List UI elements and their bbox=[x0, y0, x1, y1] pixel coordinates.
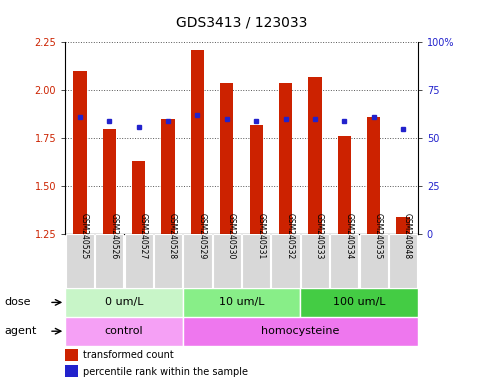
Text: homocysteine: homocysteine bbox=[261, 326, 340, 336]
Bar bbox=[367, 117, 380, 234]
Text: GSM240535: GSM240535 bbox=[374, 213, 383, 260]
Bar bbox=[184, 234, 212, 288]
Bar bbox=[95, 234, 123, 288]
Text: GSM240527: GSM240527 bbox=[139, 213, 148, 260]
Bar bbox=[330, 234, 358, 288]
Bar bbox=[389, 234, 417, 288]
Bar bbox=[65, 349, 78, 361]
Bar bbox=[397, 217, 410, 234]
Text: GSM240526: GSM240526 bbox=[109, 213, 118, 260]
Text: control: control bbox=[105, 326, 143, 336]
Bar bbox=[65, 317, 183, 346]
Bar bbox=[191, 50, 204, 234]
Text: GSM240532: GSM240532 bbox=[285, 213, 295, 260]
Bar bbox=[73, 71, 86, 234]
Bar bbox=[65, 288, 183, 317]
Text: dose: dose bbox=[5, 297, 31, 308]
Bar bbox=[103, 129, 116, 234]
Bar bbox=[213, 234, 241, 288]
Text: 100 um/L: 100 um/L bbox=[333, 297, 385, 308]
Bar bbox=[65, 365, 78, 377]
Text: GSM240534: GSM240534 bbox=[344, 213, 354, 260]
Bar bbox=[183, 317, 418, 346]
Bar bbox=[308, 77, 322, 234]
Bar bbox=[154, 234, 182, 288]
Bar bbox=[271, 234, 299, 288]
Bar bbox=[161, 119, 175, 234]
Bar bbox=[279, 83, 292, 234]
Text: GSM240531: GSM240531 bbox=[256, 213, 265, 260]
Text: GDS3413 / 123033: GDS3413 / 123033 bbox=[176, 15, 307, 29]
Bar bbox=[66, 234, 94, 288]
Bar bbox=[242, 234, 270, 288]
Bar bbox=[220, 83, 233, 234]
Text: percentile rank within the sample: percentile rank within the sample bbox=[83, 366, 248, 377]
Bar bbox=[300, 288, 418, 317]
Bar bbox=[338, 136, 351, 234]
Text: agent: agent bbox=[5, 326, 37, 336]
Text: GSM240533: GSM240533 bbox=[315, 213, 324, 260]
Bar bbox=[132, 161, 145, 234]
Text: GSM240530: GSM240530 bbox=[227, 213, 236, 260]
Bar bbox=[250, 125, 263, 234]
Bar bbox=[125, 234, 153, 288]
Text: GSM240529: GSM240529 bbox=[198, 213, 206, 260]
Bar bbox=[360, 234, 388, 288]
Text: GSM240528: GSM240528 bbox=[168, 214, 177, 260]
Text: GSM240525: GSM240525 bbox=[80, 213, 89, 260]
Text: GSM240848: GSM240848 bbox=[403, 214, 412, 260]
Text: 0 um/L: 0 um/L bbox=[105, 297, 143, 308]
Bar bbox=[183, 288, 300, 317]
Bar bbox=[301, 234, 329, 288]
Text: transformed count: transformed count bbox=[83, 350, 173, 360]
Text: 10 um/L: 10 um/L bbox=[219, 297, 264, 308]
